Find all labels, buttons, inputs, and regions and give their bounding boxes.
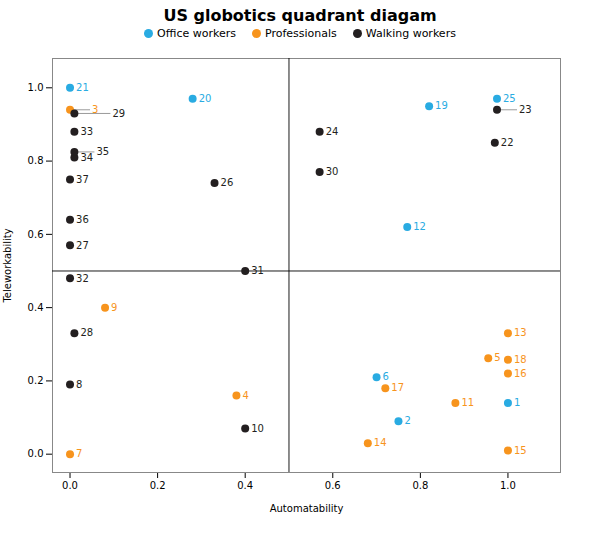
svg-text:35: 35: [96, 146, 109, 157]
svg-text:5: 5: [494, 352, 500, 363]
svg-text:0.4: 0.4: [237, 480, 253, 491]
svg-text:Teleworkability: Teleworkability: [2, 228, 13, 303]
svg-text:27: 27: [76, 240, 89, 251]
svg-text:36: 36: [76, 214, 89, 225]
svg-text:18: 18: [514, 354, 527, 365]
svg-text:10: 10: [251, 423, 264, 434]
svg-text:29: 29: [112, 108, 125, 119]
svg-text:15: 15: [514, 445, 527, 456]
svg-text:0.8: 0.8: [412, 480, 428, 491]
svg-text:6: 6: [383, 371, 389, 382]
svg-text:30: 30: [326, 166, 339, 177]
svg-text:0.0: 0.0: [28, 448, 44, 459]
svg-text:37: 37: [76, 174, 89, 185]
svg-text:32: 32: [76, 273, 89, 284]
svg-text:17: 17: [391, 382, 404, 393]
svg-text:0.2: 0.2: [150, 480, 166, 491]
html-text:Professionals: Professionals: [265, 27, 337, 40]
svg-text:0.6: 0.6: [28, 229, 44, 240]
svg-text:0.8: 0.8: [28, 155, 44, 166]
svg-text:16: 16: [514, 368, 527, 379]
svg-text:0.4: 0.4: [28, 302, 44, 313]
svg-text:31: 31: [251, 265, 264, 276]
svg-text:1.0: 1.0: [28, 82, 44, 93]
html-text:US globotics quadrant diagam: US globotics quadrant diagam: [163, 6, 437, 25]
svg-text:1: 1: [514, 397, 520, 408]
svg-text:1.0: 1.0: [500, 480, 516, 491]
svg-text:19: 19: [435, 100, 448, 111]
svg-text:2: 2: [404, 415, 410, 426]
svg-text:28: 28: [80, 327, 93, 338]
svg-text:26: 26: [221, 177, 234, 188]
svg-text:0.6: 0.6: [325, 480, 341, 491]
html-text:Walking workers: Walking workers: [365, 27, 456, 40]
svg-text:8: 8: [76, 379, 82, 390]
svg-text:13: 13: [514, 327, 527, 338]
svg-text:25: 25: [503, 93, 516, 104]
svg-text:12: 12: [413, 221, 426, 232]
svg-text:14: 14: [374, 437, 387, 448]
svg-text:3: 3: [92, 104, 98, 115]
svg-text:11: 11: [461, 397, 474, 408]
svg-text:21: 21: [76, 82, 89, 93]
svg-text:34: 34: [80, 152, 93, 163]
svg-text:0.2: 0.2: [28, 375, 44, 386]
svg-text:33: 33: [80, 126, 93, 137]
svg-text:22: 22: [501, 137, 514, 148]
svg-text:20: 20: [199, 93, 212, 104]
svg-text:7: 7: [76, 448, 82, 459]
html-text:Office workers: Office workers: [157, 27, 236, 40]
svg-text:Automatability: Automatability: [270, 503, 344, 514]
svg-text:4: 4: [242, 390, 248, 401]
svg-text:23: 23: [519, 104, 532, 115]
svg-text:0.0: 0.0: [62, 480, 78, 491]
svg-text:9: 9: [111, 302, 117, 313]
svg-text:24: 24: [326, 126, 339, 137]
